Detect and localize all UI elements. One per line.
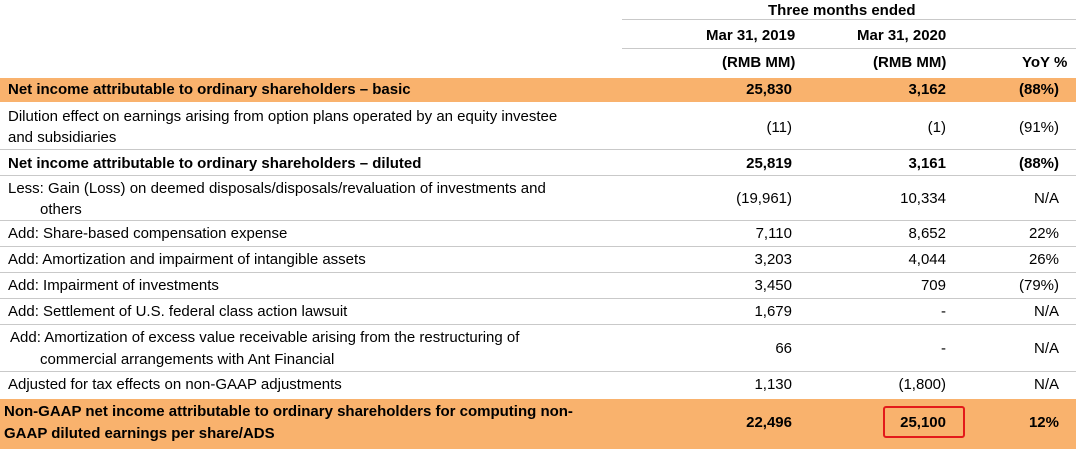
row-value-2020: 8,652 (908, 225, 946, 242)
row-value-2020: 3,162 (908, 81, 946, 98)
row-label-line2: and subsidiaries (8, 129, 117, 146)
row-value-2019: 66 (775, 340, 792, 357)
row-value-2019: 25,819 (746, 155, 792, 172)
header-col1-unit: (RMB MM) (722, 54, 796, 71)
table-row-amortization-intangibles: Add: Amortization and impairment of inta… (0, 248, 1076, 273)
table-row-share-based-comp: Add: Share-based compensation expense 7,… (0, 222, 1076, 247)
row-value-2020: - (941, 303, 946, 320)
row-value-2020: 10,334 (900, 190, 946, 207)
table-row-tax-effects: Adjusted for tax effects on non-GAAP adj… (0, 373, 1076, 397)
row-label-line2: commercial arrangements with Ant Financi… (40, 351, 335, 368)
row-value-yoy: N/A (1033, 303, 1059, 320)
row-value-yoy: 26% (1028, 251, 1059, 268)
header-col2-date: Mar 31, 2020 (857, 27, 947, 44)
row-value-2020: 25,100 (900, 414, 946, 431)
table-row-net-income-diluted: Net income attributable to ordinary shar… (0, 152, 1076, 176)
row-label-line2-wrap: others (8, 200, 608, 220)
row-value-2019: 25,830 (746, 81, 792, 98)
header-rule-mid (622, 48, 1076, 49)
row-value-yoy: (79%) (1018, 277, 1059, 294)
row-label: Adjusted for tax effects on non-GAAP adj… (8, 376, 342, 393)
row-label-line1: Add: Amortization of excess value receiv… (10, 329, 520, 346)
table-row-class-action: Add: Settlement of U.S. federal class ac… (0, 300, 1076, 325)
row-value-2019: 1,130 (754, 376, 792, 393)
row-value-yoy: N/A (1033, 340, 1059, 357)
row-label-line1: Less: Gain (Loss) on deemed disposals/di… (8, 180, 546, 197)
row-value-2020: - (941, 340, 946, 357)
header-col2-unit: (RMB MM) (873, 54, 947, 71)
row-label-line2: GAAP diluted earnings per share/ADS (4, 425, 275, 442)
row-value-yoy: N/A (1033, 376, 1059, 393)
table-row-dilution: Dilution effect on earnings arising from… (0, 106, 1076, 150)
row-value-yoy: (88%) (1018, 81, 1059, 98)
row-value-2019: (11) (766, 119, 792, 136)
row-value-yoy: (88%) (1018, 155, 1059, 172)
row-label-line2: others (40, 201, 82, 218)
row-label: Net income attributable to ordinary shar… (8, 81, 411, 98)
row-value-2019: 1,679 (754, 303, 792, 320)
row-value-yoy: (91%) (1018, 119, 1059, 136)
table-row-impairment-investments: Add: Impairment of investments 3,450 709… (0, 274, 1076, 299)
row-label: Add: Impairment of investments (8, 277, 219, 294)
row-value-2020: 3,161 (908, 155, 946, 172)
row-value-2020: (1) (927, 119, 946, 136)
row-value-2020: (1,800) (898, 376, 946, 393)
row-value-2019: 22,496 (746, 414, 792, 431)
header-col3-label: YoY % (1022, 54, 1068, 71)
row-label: Net income attributable to ordinary shar… (8, 155, 422, 172)
header-rule-top (622, 19, 1076, 20)
row-value-2019: 3,203 (754, 251, 792, 268)
header-period: Three months ended (768, 2, 916, 19)
row-label-line1: Dilution effect on earnings arising from… (8, 108, 558, 125)
row-label: Add: Share-based compensation expense (8, 225, 288, 242)
row-value-yoy: 12% (1028, 414, 1059, 431)
row-value-yoy: N/A (1033, 190, 1059, 207)
table-row-ant-financial: Add: Amortization of excess value receiv… (0, 326, 1076, 372)
row-value-yoy: 22% (1028, 225, 1059, 242)
row-value-2020: 4,044 (908, 251, 946, 268)
row-value-2019: 3,450 (754, 277, 792, 294)
header-col1-date: Mar 31, 2019 (706, 27, 796, 44)
row-label-line2-wrap: commercial arrangements with Ant Financi… (8, 350, 608, 370)
row-value-2020: 709 (920, 277, 946, 294)
row-label: Add: Settlement of U.S. federal class ac… (8, 303, 348, 320)
table-row-gain-loss: Less: Gain (Loss) on deemed disposals/di… (0, 177, 1076, 221)
table-row-net-income-basic: Net income attributable to ordinary shar… (0, 78, 1076, 102)
row-value-2019: 7,110 (755, 225, 792, 242)
callout-highlight-box (883, 406, 965, 438)
row-value-2019: (19,961) (736, 190, 792, 207)
row-label: Add: Amortization and impairment of inta… (8, 251, 366, 268)
row-label-line1: Non-GAAP net income attributable to ordi… (4, 403, 573, 420)
